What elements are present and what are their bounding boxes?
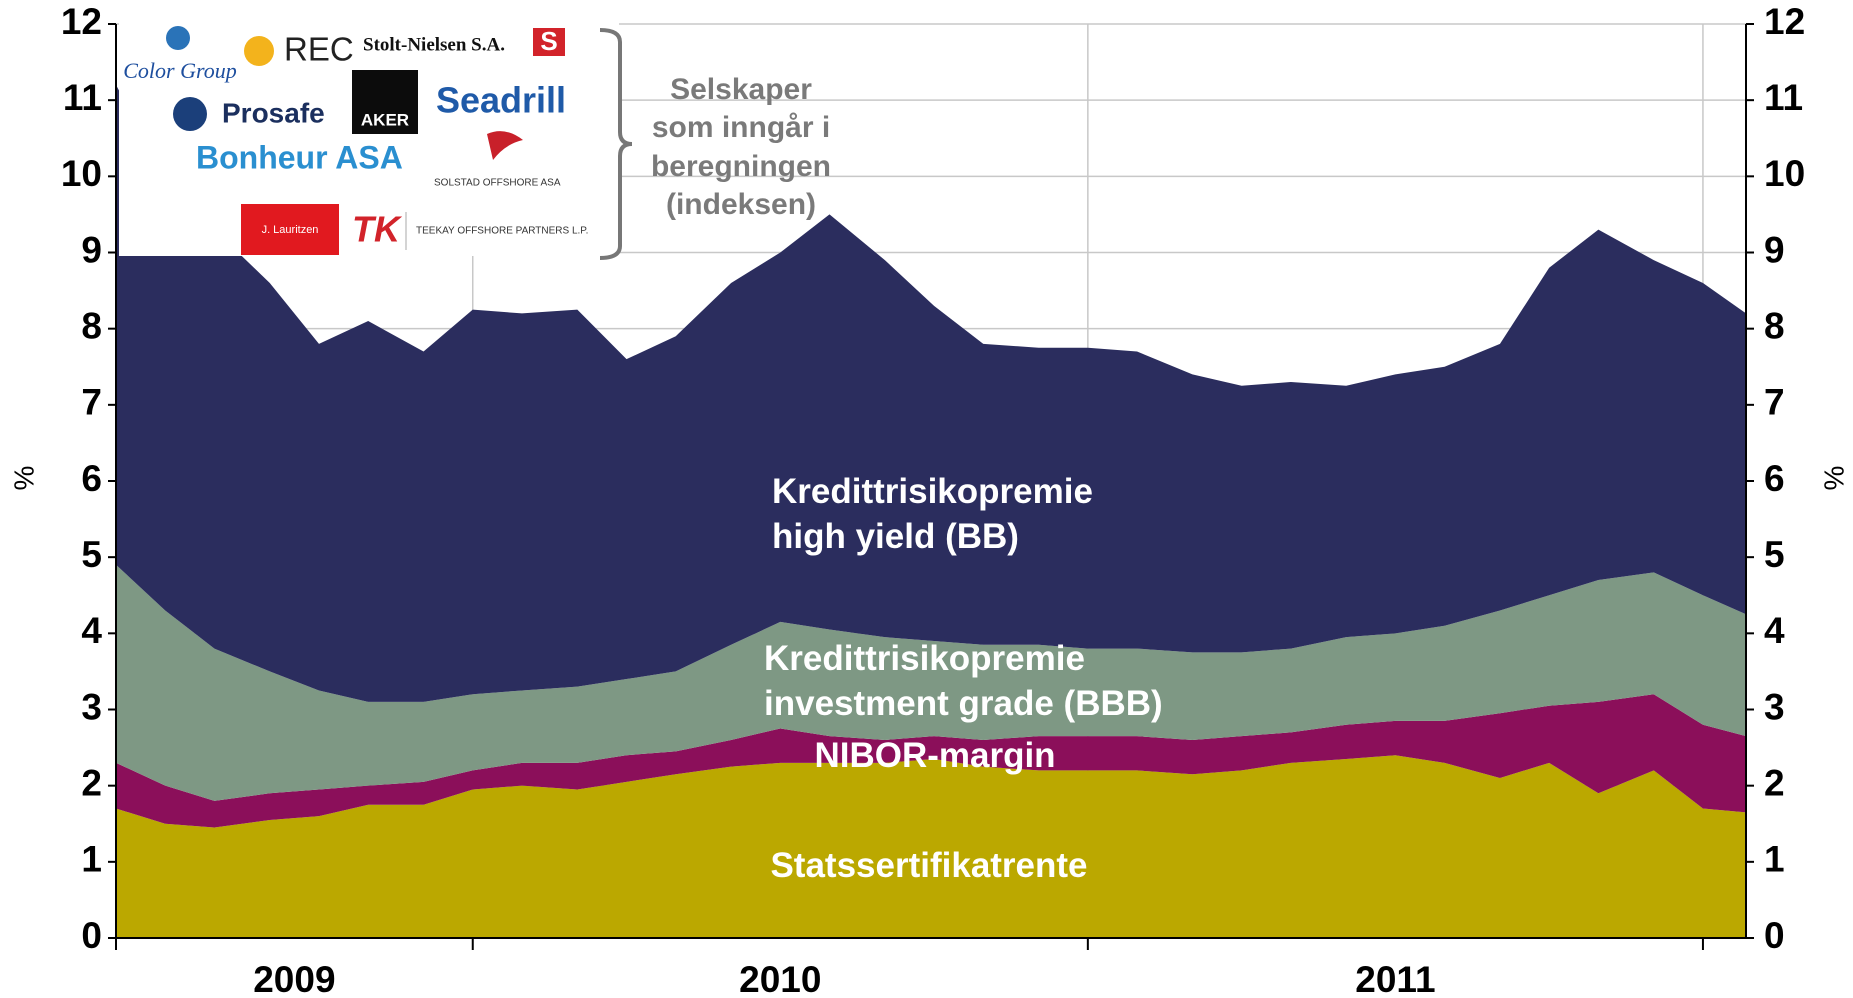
y2-tick-label: 10	[1764, 153, 1805, 194]
logo-text: Seadrill	[436, 80, 566, 121]
y-tick-label: 12	[61, 1, 102, 42]
series-label: Kredittrisikopremie investment grade (BBB…	[764, 639, 1163, 723]
y-tick-label: 10	[61, 153, 102, 194]
y2-tick-label: 12	[1764, 1, 1805, 42]
logo-icon	[173, 97, 207, 131]
y2-tick-label: 5	[1764, 534, 1785, 575]
y-tick-label: 2	[81, 762, 102, 803]
y2-tick-label: 11	[1764, 77, 1803, 118]
y-axis-label: %	[8, 466, 39, 491]
x-tick-label: 2010	[739, 959, 821, 998]
y2-tick-label: 3	[1764, 686, 1785, 727]
y2-tick-label: 4	[1764, 610, 1785, 651]
y2-tick-label: 1	[1764, 839, 1785, 880]
y-tick-label: 8	[81, 305, 102, 346]
y-tick-label: 0	[81, 915, 102, 956]
y-tick-label: 9	[81, 229, 102, 270]
logo-text: AKER	[361, 110, 409, 129]
logo-icon	[244, 36, 274, 66]
x-tick-label: 2009	[253, 959, 335, 998]
series-label: Statssertifikatrente	[770, 846, 1087, 885]
logo-icon	[241, 204, 339, 255]
annotation-line: som inngår i	[652, 111, 830, 144]
logo-text: TEEKAY OFFSHORE PARTNERS L.P.	[416, 226, 588, 237]
logo-icon	[533, 28, 565, 56]
y2-tick-label: 6	[1764, 458, 1785, 499]
logo-text: TK	[352, 209, 403, 250]
logo-text: SOLSTAD OFFSHORE ASA	[434, 178, 561, 189]
logo-text: Prosafe	[222, 97, 325, 128]
area	[116, 694, 1746, 828]
x-tick-label: 2011	[1355, 959, 1435, 998]
logo-icon	[487, 131, 523, 160]
y-tick-label: 1	[81, 839, 102, 880]
logo-text: Bonheur ASA	[196, 139, 403, 175]
y-tick-label: 5	[81, 534, 102, 575]
logo-text: J. Lauritzen	[262, 224, 319, 236]
area	[116, 84, 1746, 702]
logo-background	[119, 18, 619, 256]
labels: Statssertifikatrente NIBOR-margin Kredittr…	[764, 472, 1163, 885]
annotation: Selskaper som inngår i beregningen (inde…	[651, 73, 831, 221]
y-tick-label: 4	[81, 610, 102, 651]
y-tick-label: 3	[81, 686, 102, 727]
series-label: Kredittrisikopremie high yield (BB)	[772, 472, 1093, 556]
area	[116, 564, 1746, 801]
annotation-line: beregningen	[651, 150, 831, 183]
logo-text: S	[540, 26, 557, 56]
y-tick-label: 7	[81, 382, 102, 423]
logo-box: Color Group REC Stolt-Nielsen S.A. S Pro…	[119, 18, 619, 256]
y2-tick-label: 0	[1764, 915, 1785, 956]
y2-tick-label: 7	[1764, 382, 1785, 423]
y2-tick-label: 8	[1764, 305, 1785, 346]
areas	[116, 84, 1746, 938]
logo-text: Color Group	[123, 58, 236, 83]
logo-text: REC	[284, 31, 354, 68]
area	[116, 755, 1746, 938]
bracket	[599, 28, 633, 260]
y2-axis-label: %	[1818, 466, 1849, 491]
y-tick-label: 6	[81, 458, 102, 499]
y2-tick-label: 2	[1764, 762, 1785, 803]
annotation-line: (indeksen)	[666, 188, 816, 221]
series-label: NIBOR-margin	[814, 736, 1055, 775]
logo-icon	[166, 26, 190, 50]
y-tick-label: 11	[63, 77, 102, 118]
logo-text: Stolt-Nielsen S.A.	[363, 34, 505, 55]
logo-icon	[352, 70, 418, 134]
y2-tick-label: 9	[1764, 229, 1785, 270]
annotation-line: Selskaper	[670, 73, 812, 106]
